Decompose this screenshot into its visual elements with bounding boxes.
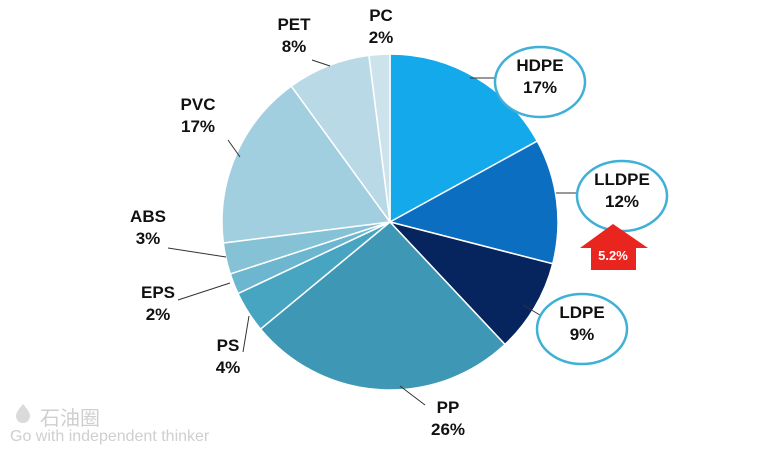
pie-slice-pc [368,53,391,223]
slice-value-pc: 2% [369,28,394,47]
slice-label-ldpe: LDPE [559,303,604,322]
slice-value-pp: 26% [431,420,465,439]
slice-label-pp: PP [437,398,460,417]
pie-slice-pp [259,220,507,391]
watermark-tagline: Go with independent thinker [10,428,210,445]
slice-label-pvc: PVC [181,95,216,114]
slice-label-abs: ABS [130,207,166,226]
slice-value-pvc: 17% [181,117,215,136]
slice-label-eps: EPS [141,283,175,302]
annotation-label: 5.2% [598,248,628,263]
leader-line-pet [311,59,331,67]
increase-arrow: 5.2% [580,224,648,270]
pie-slice-ldpe [387,220,554,346]
watermark-chinese: 石油圈 [40,406,100,430]
highlight-ring-ldpe [535,292,629,366]
slice-value-hdpe: 17% [523,78,557,97]
leader-line-ps [242,315,250,353]
up-arrow-icon [580,224,648,270]
pie-slice-pvc [221,85,392,244]
slice-label-hdpe: HDPE [516,56,563,75]
leader-lines [167,59,579,406]
slice-value-lldpe: 12% [605,192,639,211]
slice-value-pet: 8% [282,37,307,56]
leader-line-pp [399,385,426,406]
slice-value-ldpe: 9% [570,325,595,344]
pie-slice-lldpe [387,140,559,265]
highlight-ring-hdpe [493,45,587,119]
leader-line-eps [177,282,231,301]
pie-slices [221,53,559,391]
highlight-rings [493,45,669,366]
slice-value-eps: 2% [146,305,171,324]
slice-value-ps: 4% [216,358,241,377]
slice-label-ps: PS [217,336,240,355]
slice-labels: HDPE 17% LLDPE 12% LDPE 9% PP 26% PS 4% EPS 2% ABS 3%… [130,6,650,439]
slice-value-abs: 3% [136,229,161,248]
watermark-logo-icon [16,404,30,423]
slice-label-pc: PC [369,6,393,25]
slice-label-pet: PET [277,15,311,34]
leader-line-pvc [227,139,241,158]
slice-label-lldpe: LLDPE [594,170,650,189]
leader-line-abs [167,247,227,258]
